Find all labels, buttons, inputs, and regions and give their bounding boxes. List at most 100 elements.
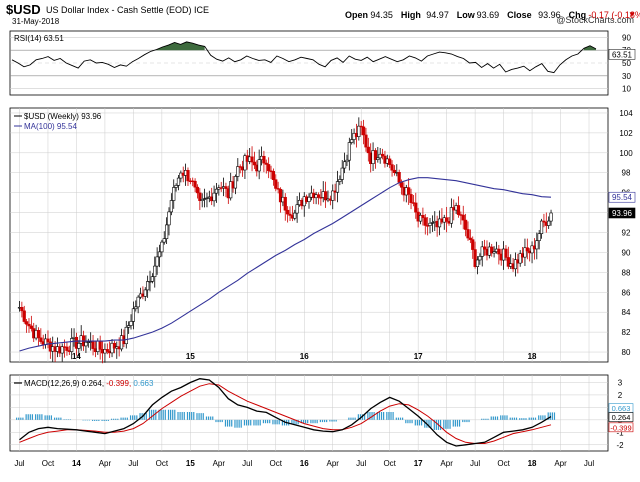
macd-histogram-bar (151, 409, 153, 420)
price-candle (267, 157, 271, 179)
macd-histogram-bar (44, 415, 46, 420)
macd-histogram-bar (378, 412, 381, 420)
macd-histogram-bar (407, 419, 409, 424)
price-candle (169, 193, 173, 216)
macd-histogram-bar (54, 417, 56, 420)
candle-body (399, 182, 404, 188)
macd-histogram-bar (297, 419, 299, 425)
candle-body (350, 139, 354, 143)
price-badge-text: 93.96 (612, 209, 633, 218)
x-axis-label: Jul (584, 459, 594, 468)
macd-histogram-bar (502, 415, 504, 420)
price-candle (407, 178, 411, 205)
candle-body (357, 125, 361, 137)
candle-body (390, 164, 394, 171)
x-axis-label: 17 (414, 459, 423, 468)
candle-body (224, 186, 228, 189)
macd-histogram-bar (364, 414, 366, 420)
price-candle (480, 240, 484, 267)
price-candle (229, 172, 233, 201)
price-candle (376, 146, 380, 163)
price-candle (283, 193, 287, 221)
quote-label: Chg (569, 10, 587, 20)
price-candle (345, 154, 349, 166)
price-frame (9, 107, 609, 363)
macd-histogram-bar (101, 419, 103, 421)
macd-histogram-bar (183, 412, 185, 420)
macd-histogram-bar (392, 412, 394, 420)
price-candle (473, 241, 477, 269)
price-candle (134, 300, 138, 312)
macd-legend-name: MACD(12,26,9) (24, 379, 82, 388)
macd-tick-label: -1 (616, 428, 624, 437)
price-candle (214, 183, 219, 203)
macd-histogram-bar (272, 419, 274, 425)
macd-histogram-bar (528, 417, 530, 420)
candle-body (160, 241, 164, 253)
ma-badge (608, 191, 636, 203)
price-candle (361, 119, 366, 145)
macd-histogram-bar (56, 417, 58, 420)
price-candle (445, 206, 449, 233)
candle-body (518, 253, 522, 264)
price-candle (70, 328, 74, 360)
macd-badge-text: 0.264 (612, 413, 631, 422)
macd-badge (608, 422, 634, 433)
candle-body (162, 238, 166, 243)
candle-body (136, 296, 140, 308)
price-candle (513, 252, 518, 277)
price-candle (392, 165, 397, 176)
candle-body (27, 323, 31, 327)
candle-body (307, 196, 311, 202)
rsi-badge-text: 63.51 (612, 50, 633, 59)
quote-value: 94.97 (426, 10, 449, 20)
candle-body (549, 212, 553, 222)
macd-histogram-bar (352, 417, 354, 420)
candle-body (504, 248, 508, 258)
macd-histogram-bar (200, 413, 202, 420)
price-candle (324, 181, 328, 208)
candle-body (421, 214, 425, 218)
macd-histogram-bar (257, 419, 259, 426)
macd-histogram-bar (82, 419, 84, 421)
price-candle (295, 196, 299, 223)
macd-histogram-bar (120, 417, 122, 420)
quote-value: 93.96 (538, 10, 561, 20)
macd-histogram-bar (105, 419, 107, 421)
macd-badge (608, 412, 634, 422)
price-candle (160, 239, 164, 257)
x-axis-label: 15 (186, 459, 195, 468)
candle-body (456, 205, 461, 215)
price-candle (525, 238, 529, 260)
price-candle (198, 188, 202, 210)
price-candle (150, 273, 154, 284)
price-candle (271, 168, 276, 186)
macd-histogram-bar (540, 415, 542, 420)
candle-body (345, 159, 349, 163)
macd-histogram-bar (464, 419, 466, 423)
x-axis-label: Oct (383, 459, 396, 468)
candle-body (267, 164, 271, 172)
macd-histogram-bar (443, 419, 445, 429)
x-axis-label: Oct (156, 459, 169, 468)
candle-body (316, 194, 321, 198)
macd-histogram-bar (395, 417, 397, 420)
price-candle (414, 192, 418, 219)
macd-histogram-bar (88, 419, 90, 421)
price-candle (60, 343, 64, 362)
price-candle (542, 213, 546, 228)
macd-histogram-bar (115, 418, 117, 420)
macd-histogram-bar (295, 419, 297, 425)
macd-histogram-bar (240, 419, 242, 428)
macd-histogram-bar (236, 419, 238, 428)
macd-histogram-bar (172, 409, 174, 420)
macd-histogram-bar (188, 412, 191, 420)
price-candle (257, 149, 261, 180)
candle-body (409, 194, 413, 203)
price-candle (176, 174, 181, 191)
candle-body (157, 251, 162, 258)
price-candle (421, 207, 425, 226)
candle-body (36, 330, 41, 339)
macd-histogram-bar (449, 419, 451, 429)
